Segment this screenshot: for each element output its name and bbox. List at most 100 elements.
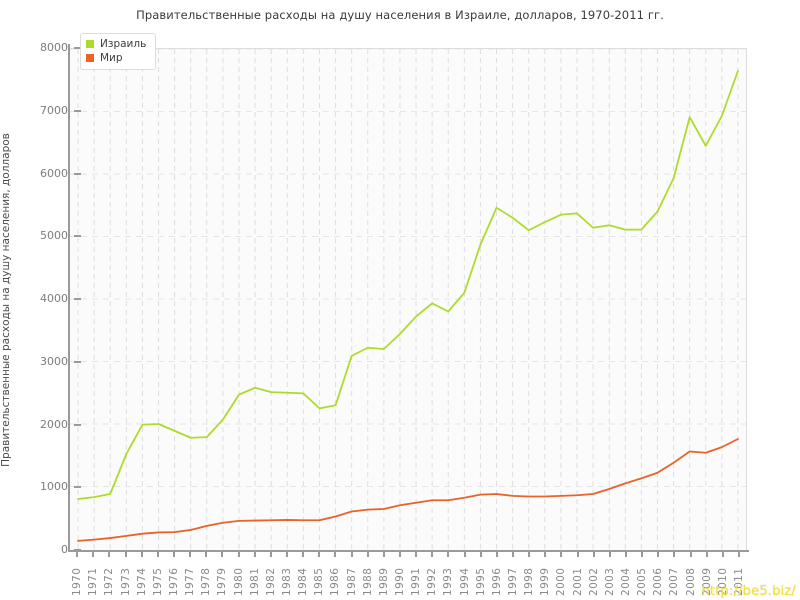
watermark-url: http://be5.biz/ [701,584,796,599]
x-tick-mark [350,551,353,557]
legend-item-label: Мир [100,52,123,64]
x-tick-label: 1980 [232,567,245,596]
y-tick-label: 7000 [40,103,68,117]
x-tick-mark [302,551,305,557]
x-tick-mark [415,551,418,557]
x-tick-mark [76,551,79,557]
chart-legend[interactable]: Израиль Мир [80,33,157,70]
x-tick-mark [528,551,531,557]
x-tick-mark [511,551,514,557]
x-tick-mark [221,551,224,557]
x-tick-mark [657,551,660,557]
y-tick-mark [74,360,81,363]
x-tick-mark [641,551,644,557]
x-tick-label: 2002 [587,567,600,596]
y-axis-ticks: 0 1000 2000 3000 4000 5000 6000 7000 8000 [12,0,81,600]
plot-svg [70,49,746,549]
y-tick-label: 8000 [40,41,68,54]
x-tick-label: 1995 [474,567,487,596]
legend-item-label: Израиль [100,38,147,50]
x-tick-label: 1974 [135,567,148,596]
x-tick-label: 1975 [151,567,164,596]
x-tick-label: 2000 [555,567,568,596]
x-tick-label: 1992 [426,567,439,596]
x-tick-mark [108,551,111,557]
x-tick-label: 1989 [377,567,390,596]
x-tick-mark [447,551,450,557]
x-tick-mark [737,551,740,557]
x-tick-mark [366,551,369,557]
x-tick-mark [189,551,192,557]
chart-title: Правительственные расходы на душу населе… [136,8,664,22]
x-tick-mark [463,551,466,557]
y-tick-label: 0 [61,543,68,556]
x-tick-mark [721,551,724,557]
x-tick-mark [318,551,321,557]
x-tick-label: 1983 [280,567,293,596]
x-tick-label: 1994 [458,567,471,596]
x-tick-label: 1981 [248,567,261,596]
x-tick-mark [495,551,498,557]
x-tick-mark [624,551,627,557]
x-tick-mark [253,551,256,557]
y-tick-label: 3000 [40,354,68,368]
x-tick-mark [124,551,127,557]
x-tick-label: 1988 [361,567,374,596]
y-tick-mark [74,109,81,112]
x-tick-mark [334,551,337,557]
x-tick-mark [673,551,676,557]
x-tick-mark [560,551,563,557]
x-tick-label: 1987 [345,567,358,596]
x-tick-label: 1979 [216,567,229,596]
x-tick-mark [689,551,692,557]
x-tick-label: 2003 [603,567,616,596]
y-tick-label: 1000 [40,480,68,494]
legend-item[interactable]: Мир [86,51,146,65]
y-tick-label: 5000 [40,229,68,243]
x-tick-mark [156,551,159,557]
x-tick-mark [382,551,385,557]
legend-item[interactable]: Израиль [86,37,146,51]
x-tick-mark [608,551,611,557]
x-tick-label: 1993 [442,567,455,596]
x-tick-label: 1972 [103,567,116,596]
x-tick-label: 1997 [506,567,519,596]
x-tick-mark [592,551,595,557]
y-axis-line [68,44,70,552]
x-tick-label: 1996 [490,567,503,596]
x-tick-mark [140,551,143,557]
y-tick-mark [74,423,81,426]
x-tick-mark [172,551,175,557]
series-line [77,438,739,542]
x-tick-mark [576,551,579,557]
plot-area [69,48,747,550]
y-tick-mark [74,298,81,300]
x-tick-mark [705,551,708,557]
x-tick-label: 2007 [668,567,681,596]
y-tick-label: 2000 [40,417,68,431]
y-tick-mark [74,47,81,49]
legend-swatch-icon [86,40,94,48]
series-line [77,69,739,500]
x-tick-label: 1977 [184,567,197,596]
x-axis-line [68,550,749,552]
x-tick-mark [398,551,401,557]
y-tick-label: 4000 [40,292,68,305]
x-tick-label: 1984 [297,567,310,596]
legend-swatch-icon [86,54,94,62]
x-tick-mark [285,551,288,557]
x-tick-mark [479,551,482,557]
x-tick-label: 1970 [71,567,84,596]
x-tick-mark [431,551,434,557]
x-tick-label: 1998 [523,567,536,596]
x-tick-mark [544,551,547,557]
x-tick-label: 1976 [167,567,180,596]
x-tick-label: 1990 [393,567,406,596]
y-tick-mark [74,172,81,175]
x-tick-label: 1982 [264,567,277,596]
x-tick-mark [92,551,95,557]
x-tick-label: 1985 [313,567,326,596]
x-tick-label: 1978 [200,567,213,596]
